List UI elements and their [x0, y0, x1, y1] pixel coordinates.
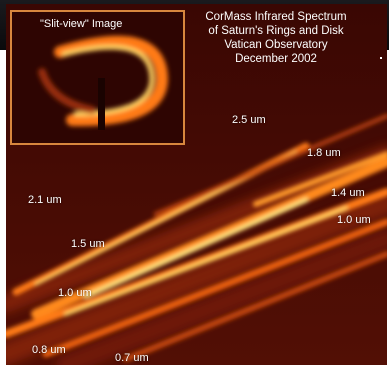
slit-view-inset: "Slit-view" Image [10, 10, 185, 145]
caption-line-4: December 2002 [235, 53, 317, 65]
inset-title: "Slit-view" Image [40, 18, 123, 30]
streak-middle [31, 157, 387, 319]
label-1-0-um-right: 1.0 um [337, 214, 371, 226]
caption-line-2: of Saturn's Rings and Disk [208, 25, 344, 37]
streak-bottom-2 [123, 251, 387, 362]
streak-right [253, 151, 387, 207]
streak-bottom [42, 218, 387, 358]
caption-line-1: CorMass Infrared Spectrum [205, 11, 347, 23]
label-0-8-um: 0.8 um [32, 344, 66, 356]
label-1-4-um: 1.4 um [331, 187, 365, 199]
label-2-1-um: 2.1 um [28, 194, 62, 206]
streak-faint-top [153, 113, 387, 217]
slit-shadow [98, 78, 105, 130]
star-dot [380, 57, 382, 59]
label-1-8-um: 1.8 um [307, 147, 341, 159]
label-1-0-um-left: 1.0 um [58, 287, 92, 299]
streak-middle-core [83, 197, 309, 299]
spectrum-image: "Slit-view" Image CorMass Infrared Spect… [6, 4, 387, 365]
label-1-5-um: 1.5 um [71, 238, 105, 250]
figure-caption: CorMass Infrared Spectrum of Saturn's Ri… [196, 10, 356, 66]
ring-image [12, 12, 183, 143]
label-0-7-um: 0.7 um [115, 352, 149, 364]
caption-line-3: Vatican Observatory [224, 39, 328, 51]
label-2-5-um: 2.5 um [232, 114, 266, 126]
streak-lower-core [64, 206, 348, 316]
